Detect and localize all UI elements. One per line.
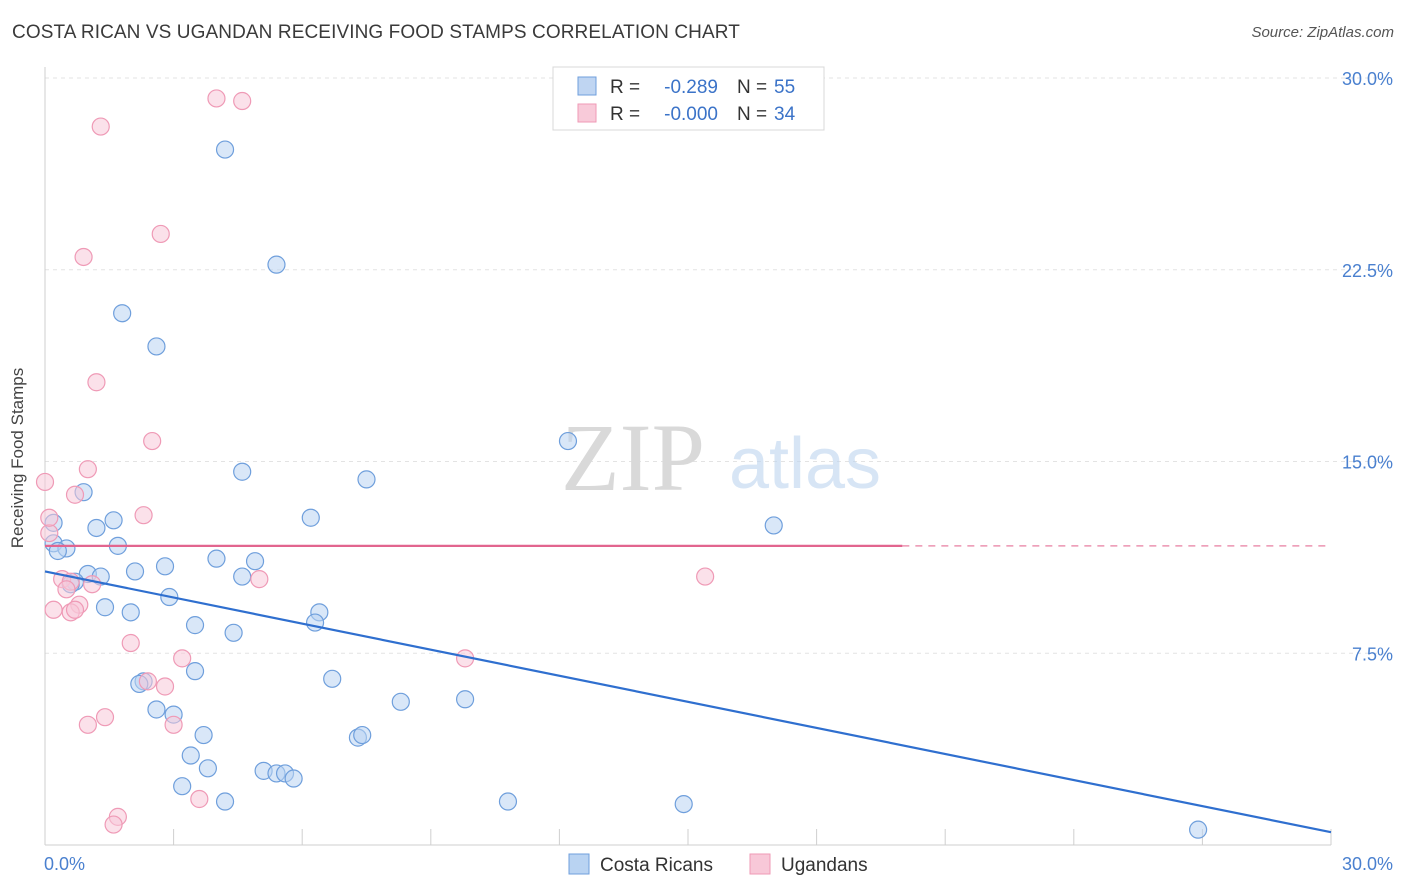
data-point bbox=[764, 516, 783, 535]
data-point bbox=[164, 715, 183, 734]
data-point bbox=[1189, 820, 1208, 839]
series-legend-label: Costa Ricans bbox=[600, 855, 713, 876]
data-point bbox=[95, 708, 115, 727]
data-point bbox=[83, 575, 102, 594]
data-point bbox=[391, 692, 410, 711]
data-point bbox=[125, 562, 145, 581]
data-point bbox=[190, 789, 209, 809]
data-point bbox=[215, 140, 235, 159]
data-point bbox=[245, 552, 265, 571]
x-tick-label: 0.0% bbox=[44, 854, 85, 874]
data-point bbox=[104, 511, 123, 530]
data-point bbox=[696, 567, 715, 586]
data-point bbox=[155, 557, 175, 576]
trend-line-costa-ricans bbox=[44, 570, 1332, 834]
data-point bbox=[40, 508, 59, 527]
data-point bbox=[233, 91, 252, 111]
data-point bbox=[78, 460, 97, 479]
data-point bbox=[87, 518, 106, 538]
data-point bbox=[147, 700, 166, 719]
y-tick-label: 22.5% bbox=[1342, 261, 1393, 281]
data-point bbox=[173, 777, 192, 796]
legend-swatch bbox=[577, 103, 597, 123]
data-point bbox=[95, 598, 115, 617]
data-point bbox=[181, 746, 200, 765]
data-point bbox=[113, 304, 132, 323]
data-point bbox=[353, 725, 372, 745]
data-point bbox=[151, 224, 170, 244]
data-point bbox=[147, 337, 166, 356]
data-point bbox=[35, 472, 55, 492]
gridlines bbox=[45, 77, 1391, 654]
data-point bbox=[138, 672, 157, 691]
data-point bbox=[40, 523, 59, 543]
stats-legend: R = -0.289 N = 55 R = -0.000 N = 34 bbox=[552, 66, 825, 131]
stats-legend-box bbox=[552, 66, 825, 131]
tick-labels: 7.5% 15.0% 22.5% 30.0% 0.0% 30.0% bbox=[44, 69, 1393, 874]
data-point bbox=[267, 255, 286, 274]
y-tick-label: 7.5% bbox=[1352, 644, 1393, 664]
data-point bbox=[233, 567, 252, 586]
data-point bbox=[121, 603, 140, 622]
chart-source: Source: ZipAtlas.com bbox=[1251, 24, 1394, 41]
data-point bbox=[498, 792, 518, 811]
data-point bbox=[65, 600, 85, 619]
data-point bbox=[558, 431, 578, 451]
data-point bbox=[121, 633, 140, 653]
series-legend-label: Ugandans bbox=[781, 855, 868, 876]
data-point bbox=[215, 792, 235, 811]
y-tick-label: 30.0% bbox=[1342, 69, 1393, 89]
data-point bbox=[250, 570, 269, 589]
data-point bbox=[207, 549, 226, 568]
data-point bbox=[301, 508, 320, 527]
data-point bbox=[233, 462, 252, 481]
series-legend: Costa Ricans Ugandans bbox=[568, 853, 868, 876]
watermark-atlas: atlas bbox=[729, 424, 881, 504]
y-tick-label: 15.0% bbox=[1342, 453, 1393, 473]
legend-r-label: R = bbox=[610, 77, 640, 98]
data-point bbox=[455, 690, 475, 709]
legend-r-value: -0.000 bbox=[664, 104, 718, 125]
legend-n-label: N = bbox=[737, 77, 767, 98]
data-point bbox=[284, 769, 303, 788]
data-point bbox=[104, 815, 123, 834]
data-point bbox=[78, 715, 97, 734]
data-point bbox=[185, 662, 205, 681]
data-point bbox=[207, 89, 226, 108]
data-point bbox=[173, 649, 192, 668]
data-point bbox=[323, 669, 342, 688]
legend-n-value: 34 bbox=[774, 104, 796, 125]
legend-r-label: R = bbox=[610, 104, 640, 125]
data-point bbox=[198, 759, 217, 778]
data-point bbox=[143, 431, 162, 451]
data-point bbox=[74, 247, 93, 267]
x-tick-label: 30.0% bbox=[1342, 854, 1393, 874]
data-point bbox=[674, 794, 693, 814]
series-legend-swatch bbox=[568, 853, 590, 875]
data-point bbox=[194, 725, 213, 745]
legend-n-value: 55 bbox=[774, 77, 795, 98]
watermark: ZIP atlas bbox=[561, 404, 881, 511]
data-point bbox=[91, 117, 110, 136]
legend-r-value: -0.289 bbox=[664, 77, 718, 98]
data-point bbox=[65, 485, 85, 504]
data-point bbox=[134, 506, 153, 525]
legend-n-label: N = bbox=[737, 104, 767, 125]
series-legend-swatch bbox=[749, 853, 771, 875]
data-point bbox=[155, 677, 175, 696]
data-point bbox=[44, 600, 63, 619]
data-points bbox=[35, 89, 1208, 839]
legend-swatch bbox=[577, 76, 597, 96]
axes bbox=[44, 67, 1332, 846]
data-point bbox=[224, 623, 243, 642]
trend-lines bbox=[44, 544, 1332, 834]
chart-title: COSTA RICAN VS UGANDAN RECEIVING FOOD ST… bbox=[12, 22, 740, 43]
data-point bbox=[185, 616, 205, 635]
data-point bbox=[87, 373, 106, 392]
watermark-zip: ZIP bbox=[561, 404, 705, 511]
data-point bbox=[357, 470, 376, 489]
data-point bbox=[57, 580, 76, 599]
